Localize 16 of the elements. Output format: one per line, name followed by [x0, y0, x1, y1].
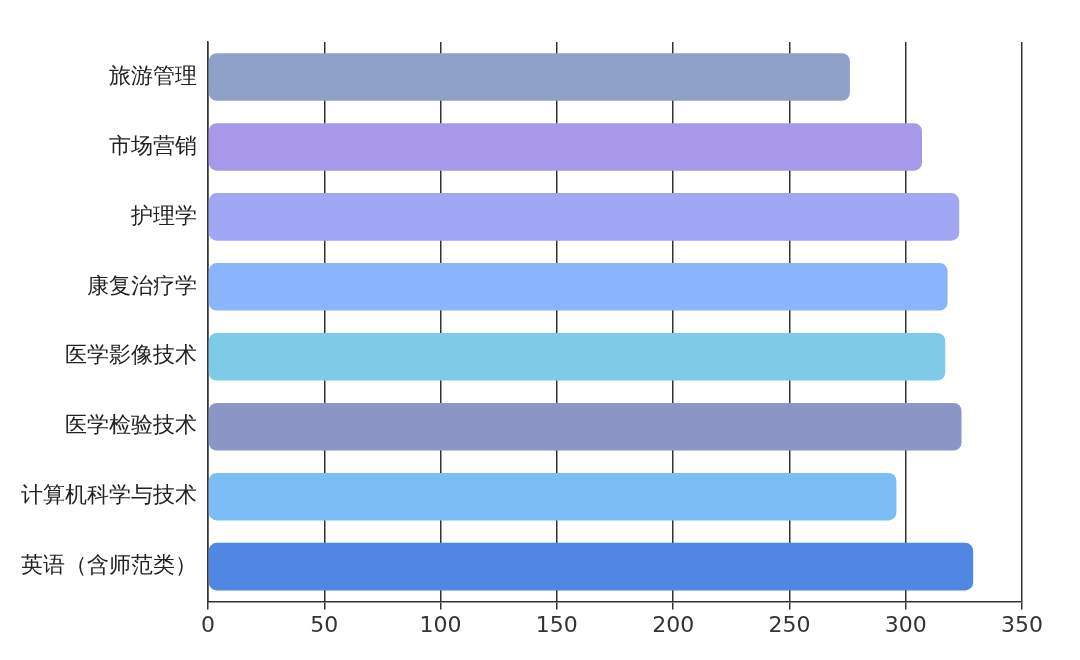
- y-tick-label: 市场营销: [109, 132, 197, 158]
- y-tick-label: 医学检验技术: [65, 412, 197, 438]
- x-tick-label: 350: [1001, 611, 1043, 637]
- x-tick-label: 250: [768, 611, 811, 637]
- x-tick-label: 100: [419, 611, 462, 637]
- y-tick-label: 计算机科学与技术: [21, 482, 197, 508]
- x-tick-label: 0: [201, 611, 215, 637]
- x-tick-label: 200: [652, 611, 695, 637]
- y-tick-label: 护理学: [130, 202, 197, 228]
- x-tick-label: 300: [884, 611, 927, 637]
- y-tick-label: 康复治疗学: [87, 272, 197, 298]
- x-tick-label: 150: [535, 611, 578, 637]
- y-tick-label: 旅游管理: [109, 62, 197, 88]
- y-tick-label: 医学影像技术: [65, 342, 197, 368]
- x-tick-label: 50: [310, 611, 339, 637]
- y-tick-label: 英语（含师范类）: [21, 552, 197, 578]
